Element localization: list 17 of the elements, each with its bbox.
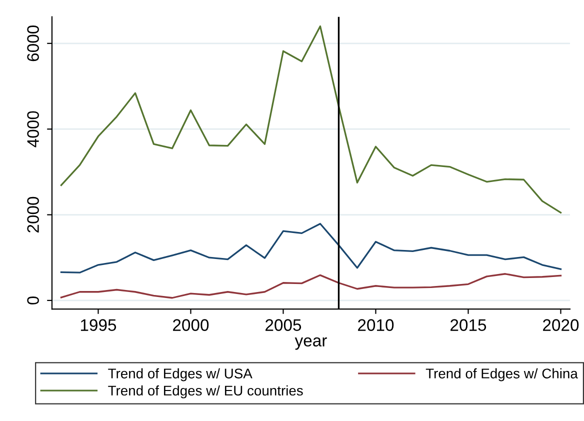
y-tick-label: 2000 xyxy=(27,196,39,232)
x-tick-label: 2020 xyxy=(543,319,579,331)
x-tick-label: 2010 xyxy=(358,319,394,331)
y-tick-label: 4000 xyxy=(27,111,39,148)
line-series xyxy=(60,273,562,299)
y-tick-label: 0 xyxy=(27,296,39,304)
legend-label: Trend of Edges w/ EU countries xyxy=(108,385,303,398)
x-tick-label: 2000 xyxy=(173,319,209,331)
x-tick-label: 1995 xyxy=(80,319,116,331)
x-tick-label: 2005 xyxy=(266,319,302,331)
line-series xyxy=(60,25,562,214)
line-series xyxy=(60,222,562,274)
legend-label: Trend of Edges w/ USA xyxy=(108,368,252,382)
y-tick-label: 6000 xyxy=(27,26,39,62)
legend-label: Trend of Edges w/ China xyxy=(426,368,578,382)
x-axis-title: year xyxy=(294,337,327,350)
x-tick-label: 2015 xyxy=(450,319,486,331)
